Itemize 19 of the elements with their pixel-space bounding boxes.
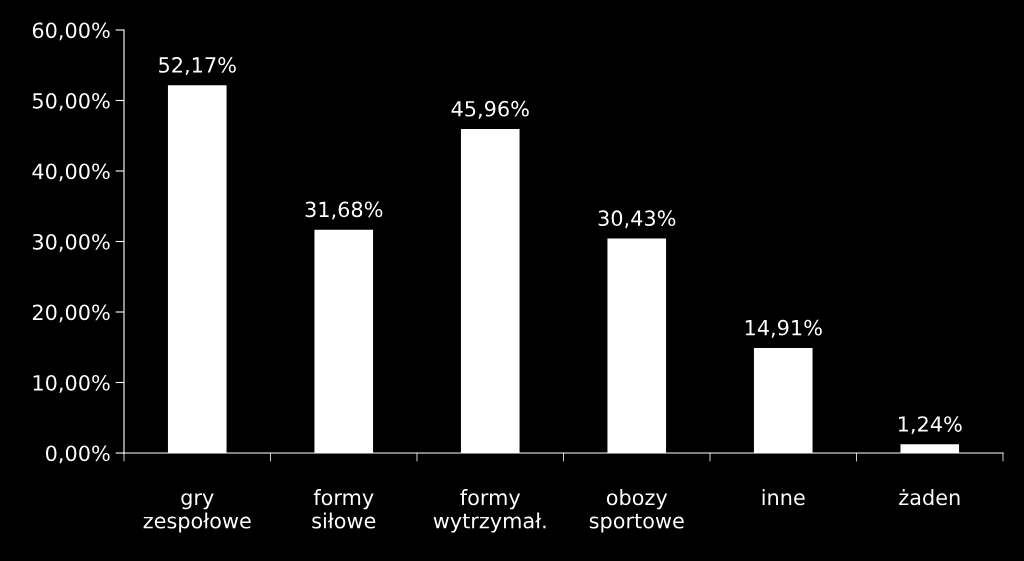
data-label: 30,43% — [598, 210, 676, 229]
data-label: 31,68% — [305, 201, 383, 220]
data-label: 52,17% — [159, 57, 236, 75]
x-tick-label: żaden — [899, 489, 960, 506]
x-tick-label: formy wytrzymał. — [433, 489, 546, 533]
y-tick-label: 20,00% — [32, 304, 110, 323]
data-label: 14,91% — [745, 319, 822, 338]
y-tick-label: 50,00% — [32, 92, 110, 111]
data-label: 45,96% — [451, 100, 529, 119]
x-tick-label: inne — [762, 489, 805, 506]
data-label: 1,24% — [898, 416, 962, 435]
y-tick-label: 30,00% — [32, 233, 110, 252]
y-tick-label: 10,00% — [33, 374, 110, 393]
y-tick-label: 40,00% — [32, 163, 110, 182]
y-tick-label: 60,00% — [32, 22, 110, 41]
x-tick-label: obozy sportowe — [589, 489, 684, 533]
x-tick-label: gry zespołowe — [143, 493, 251, 533]
x-tick-label: formy siłowe — [312, 489, 376, 529]
y-tick-label: 0,00% — [46, 445, 110, 464]
